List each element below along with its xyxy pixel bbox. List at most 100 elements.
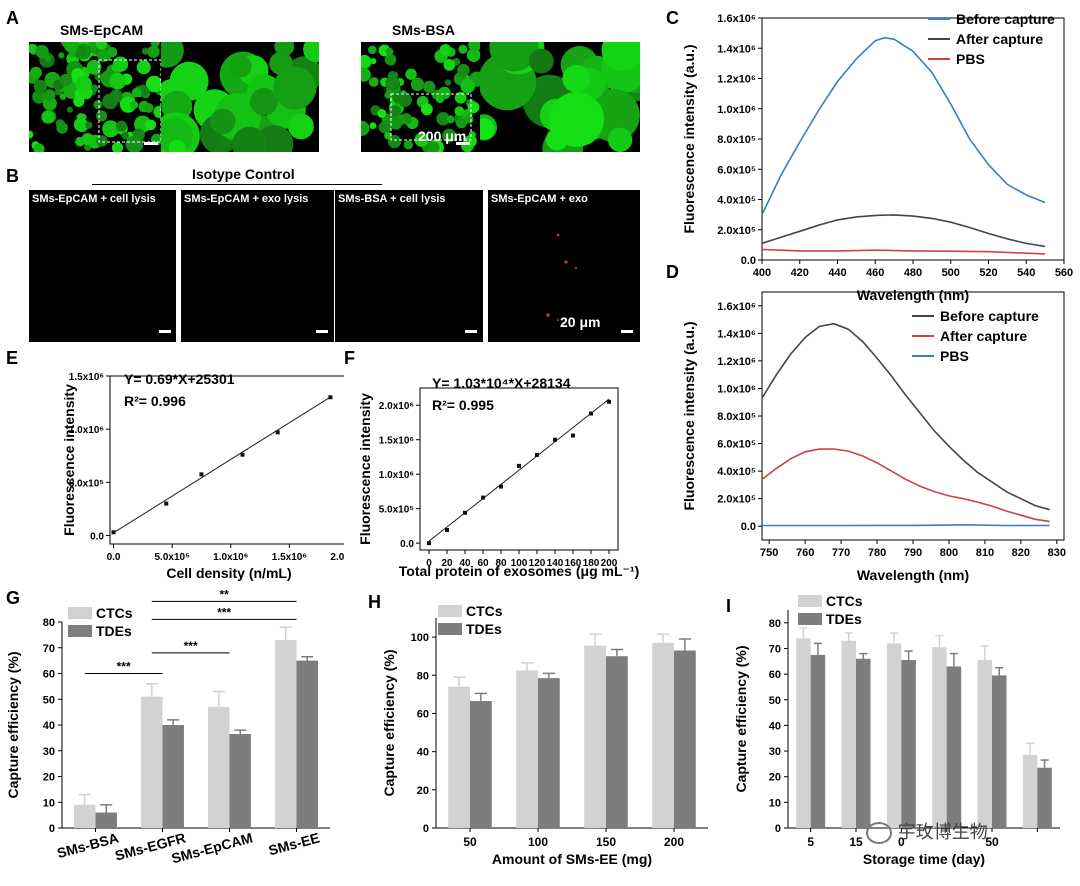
microsphere	[392, 91, 405, 104]
microsphere	[130, 101, 139, 109]
microsphere	[43, 89, 56, 101]
microsphere	[90, 84, 99, 92]
bar-ctcs	[448, 686, 470, 828]
x-tick-label: 100	[511, 558, 528, 569]
panel-a-scale-text: 200 μm	[418, 128, 467, 144]
microsphere	[460, 78, 475, 94]
significance-label: ***	[184, 639, 198, 653]
y-tick-label: 30	[769, 746, 781, 758]
y-axis-label: Capture efficiency (%)	[733, 645, 749, 792]
microsphere	[153, 105, 161, 119]
bar-tdes	[901, 660, 916, 828]
data-point	[445, 528, 449, 533]
x-tick-label: 50	[985, 835, 999, 849]
microsphere	[421, 103, 433, 116]
data-point	[111, 530, 116, 535]
x-tick-label: 160	[565, 558, 582, 569]
bsa-zoom-image	[480, 42, 640, 152]
y-tick-label: 4.0x10⁵	[717, 466, 756, 478]
microsphere	[63, 42, 79, 53]
y-tick-label: 5.0x10⁵	[379, 505, 415, 516]
x-tick-label: 460	[866, 267, 884, 279]
legend-label: PBS	[940, 348, 969, 364]
fit-line	[113, 396, 331, 534]
x-tick-label: 40	[459, 558, 471, 569]
y-tick-label: 0.0	[741, 255, 756, 267]
x-tick-label: 770	[832, 547, 850, 559]
microsphere	[427, 141, 440, 152]
bar-tdes	[538, 678, 560, 828]
x-tick-label: 810	[976, 547, 994, 559]
bar-ctcs	[516, 670, 538, 828]
microsphere	[44, 54, 52, 62]
x-tick-label: 2.0x10⁶	[330, 552, 344, 563]
bsa-zoom-spheres	[480, 42, 640, 152]
chart-d: 750 760 770 780 790 800 810 820 830 0.0 2.0x10⁵ 4.0…	[681, 291, 1066, 583]
microsphere	[141, 47, 149, 55]
y-tick-label: 0	[423, 823, 429, 835]
y-tick-label: 4.0x10⁵	[717, 195, 756, 207]
wechat-icon	[866, 822, 892, 844]
microsphere	[56, 122, 68, 134]
x-tick-label: SMs-EE	[267, 829, 321, 858]
plot-frame	[109, 375, 344, 545]
y-tick-label: 80	[417, 670, 429, 682]
microsphere	[466, 48, 480, 62]
watermark: 宇玫博生物	[866, 818, 988, 844]
x-tick-label: 15	[849, 835, 863, 849]
data-point	[517, 463, 521, 468]
x-tick-label: 540	[1017, 267, 1035, 279]
microsphere	[439, 44, 452, 56]
y-axis-label: Capture efficiency (%)	[381, 649, 397, 796]
x-tick-label: 100	[528, 835, 548, 849]
microsphere	[489, 42, 539, 72]
microsphere	[458, 44, 468, 54]
panel-b-scalebar-1	[159, 330, 171, 333]
microsphere	[601, 42, 640, 72]
bar-ctcs	[841, 640, 856, 828]
data-point	[463, 510, 467, 515]
bar-tdes	[674, 650, 696, 828]
data-point	[571, 433, 575, 438]
y-tick-label: 20	[769, 772, 781, 784]
microsphere	[75, 76, 92, 93]
y-axis-label: Fluorescence intensity	[357, 393, 373, 545]
x-tick-label: 200	[601, 558, 618, 569]
figure-label-c: C	[666, 8, 679, 28]
microsphere	[42, 96, 57, 111]
x-tick-label: 790	[904, 547, 922, 559]
legend-label: Before capture	[940, 308, 1039, 324]
legend-label: After capture	[956, 31, 1043, 47]
legend-swatch	[438, 623, 462, 635]
bar-tdes	[810, 654, 826, 828]
watermark-text: 宇玫博生物	[897, 822, 988, 843]
microsphere	[210, 108, 236, 134]
epcam-zoom-image	[161, 42, 319, 152]
legend-label: CTCs	[466, 603, 503, 619]
y-axis-label: Fluorescence intensity (a.u.)	[681, 321, 697, 510]
x-tick-label: 50	[463, 835, 477, 849]
microsphere	[446, 115, 455, 124]
microsphere	[120, 96, 137, 113]
bsa-overview-spheres	[361, 42, 480, 152]
epcam-zoom-spheres	[161, 42, 319, 152]
microsphere	[389, 117, 402, 130]
panel-b-exo-dots	[546, 233, 578, 322]
y-tick-label: 0	[775, 823, 781, 835]
microsphere	[115, 120, 128, 132]
x-tick-label: 5.0x10⁵	[154, 552, 190, 563]
x-tick-label: 20	[441, 558, 453, 569]
microsphere	[529, 48, 554, 74]
panel-b-scalebar-4	[621, 330, 633, 333]
microsphere	[229, 55, 252, 78]
series-line-before-capture	[761, 322, 1050, 511]
bar-tdes	[606, 656, 628, 828]
microsphere	[102, 120, 120, 138]
significance-label: **	[219, 590, 229, 601]
microsphere	[93, 100, 103, 110]
x-tick-label: 140	[547, 558, 564, 569]
data-point	[607, 399, 611, 404]
microsphere	[147, 45, 160, 58]
x-tick-label: 80	[495, 558, 507, 569]
bsa-overview-image	[361, 42, 480, 152]
